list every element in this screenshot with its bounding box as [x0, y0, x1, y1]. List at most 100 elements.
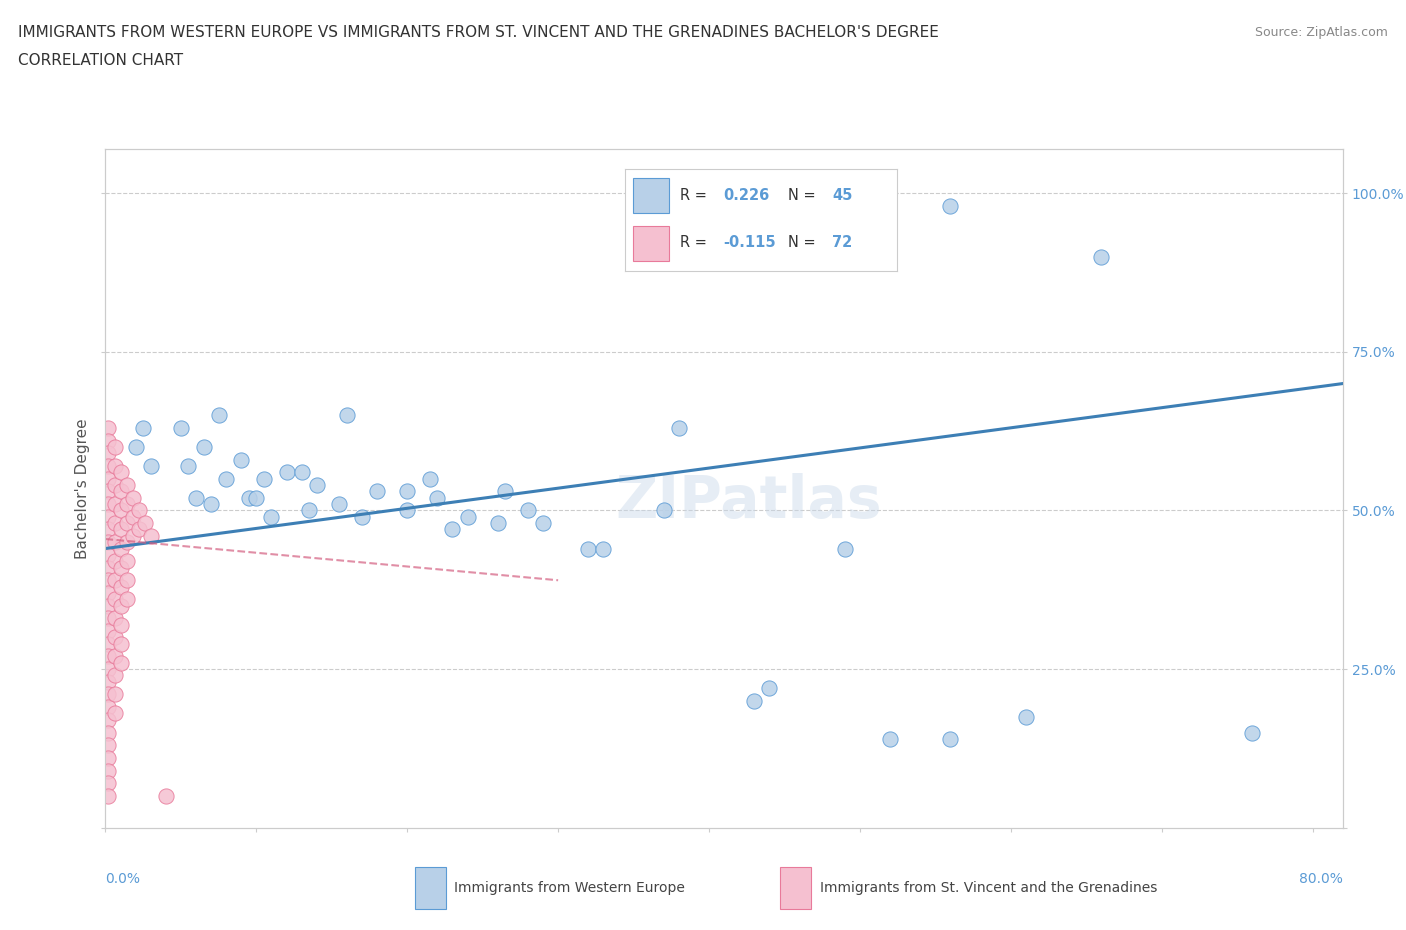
Point [103, 630, 125, 644]
Point [115, 497, 138, 512]
Point [486, 516, 509, 531]
Point [110, 560, 132, 575]
Point [115, 516, 138, 531]
Point [97, 789, 120, 804]
Point [97, 674, 120, 689]
Text: CORRELATION CHART: CORRELATION CHART [18, 53, 183, 68]
Point [97, 560, 120, 575]
Point [132, 420, 155, 435]
Point [97, 472, 120, 486]
Point [103, 573, 125, 588]
Point [350, 510, 373, 525]
Point [134, 516, 156, 531]
Point [97, 764, 120, 778]
Point [97, 687, 120, 702]
Point [328, 497, 350, 512]
Point [128, 503, 150, 518]
Point [115, 553, 138, 568]
Point [177, 458, 200, 473]
Point [121, 490, 143, 505]
Point [97, 458, 120, 473]
Point [97, 484, 120, 498]
Text: ZIPatlas: ZIPatlas [616, 473, 882, 530]
Point [128, 522, 150, 537]
Point [110, 579, 132, 594]
Point [110, 656, 132, 671]
Point [97, 751, 120, 765]
Point [115, 535, 138, 550]
Point [110, 465, 132, 480]
Point [103, 668, 125, 683]
Point [97, 497, 120, 512]
Point [396, 503, 419, 518]
Point [97, 420, 120, 435]
Point [245, 490, 267, 505]
Point [110, 522, 132, 537]
Point [97, 712, 120, 727]
Point [939, 198, 962, 213]
Point [207, 408, 229, 423]
Point [97, 611, 120, 626]
Point [305, 478, 328, 493]
Point [834, 541, 856, 556]
Point [110, 541, 132, 556]
Text: Source: ZipAtlas.com: Source: ZipAtlas.com [1254, 26, 1388, 39]
Point [97, 699, 120, 714]
Point [200, 497, 222, 512]
Bar [415, 867, 446, 910]
Point [253, 472, 276, 486]
Point [742, 694, 765, 709]
Point [97, 433, 120, 448]
Point [103, 516, 125, 531]
Point [103, 497, 125, 512]
Point [139, 458, 162, 473]
Point [121, 510, 143, 525]
Text: 0.0%: 0.0% [105, 871, 141, 886]
Point [110, 618, 132, 632]
Point [1015, 710, 1038, 724]
Point [97, 445, 120, 460]
Point [103, 458, 125, 473]
Y-axis label: Bachelor's Degree: Bachelor's Degree [75, 418, 90, 559]
Point [97, 548, 120, 563]
Point [110, 484, 132, 498]
Point [97, 725, 120, 740]
Point [110, 503, 132, 518]
Point [103, 706, 125, 721]
Point [531, 516, 554, 531]
Point [260, 510, 283, 525]
Point [121, 528, 143, 543]
Point [103, 687, 125, 702]
Point [231, 452, 253, 467]
Text: 80.0%: 80.0% [1299, 871, 1343, 886]
Point [115, 478, 138, 493]
Point [366, 484, 388, 498]
Point [103, 611, 125, 626]
Point [103, 553, 125, 568]
Point [103, 535, 125, 550]
Point [97, 624, 120, 639]
Point [215, 472, 238, 486]
Point [396, 484, 419, 498]
Point [97, 535, 120, 550]
Point [97, 510, 120, 525]
Point [115, 573, 138, 588]
Point [298, 503, 321, 518]
Point [97, 598, 120, 613]
Point [97, 776, 120, 790]
Point [124, 440, 146, 455]
Point [494, 484, 516, 498]
Text: IMMIGRANTS FROM WESTERN EUROPE VS IMMIGRANTS FROM ST. VINCENT AND THE GRENADINES: IMMIGRANTS FROM WESTERN EUROPE VS IMMIGR… [18, 25, 939, 40]
Point [336, 408, 359, 423]
Point [170, 420, 193, 435]
Bar [780, 867, 811, 910]
Point [97, 661, 120, 676]
Point [441, 522, 464, 537]
Point [103, 478, 125, 493]
Point [97, 573, 120, 588]
Point [939, 731, 962, 746]
Point [103, 440, 125, 455]
Point [97, 649, 120, 664]
Point [1241, 725, 1264, 740]
Point [276, 465, 298, 480]
